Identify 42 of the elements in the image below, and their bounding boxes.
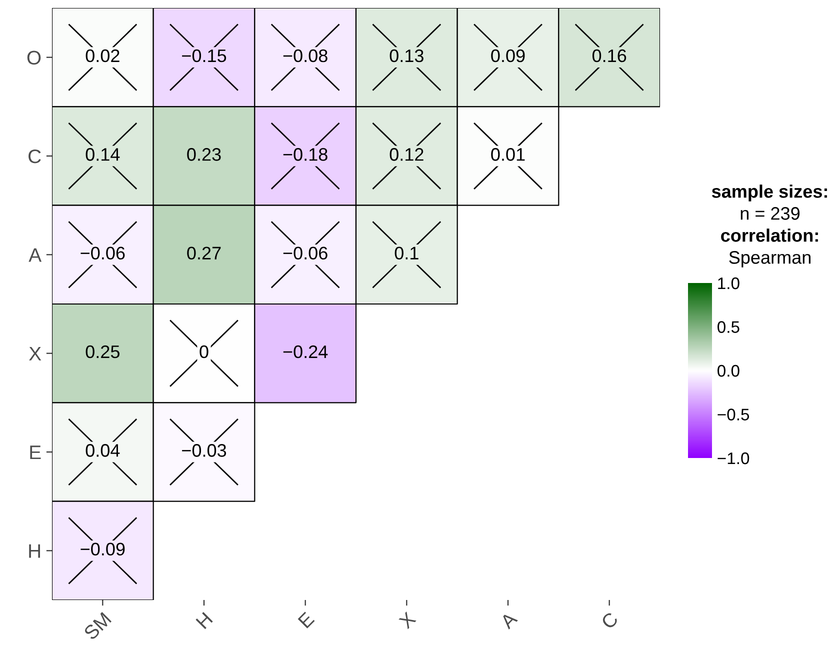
data-label: −0.18 [283, 148, 328, 161]
color-bar-label: 0.0 [718, 364, 740, 377]
y-tick-label: E [30, 446, 41, 460]
x-tick-label: C [600, 611, 619, 630]
text: sample sizes: [712, 184, 827, 202]
y-tick-label: X [29, 347, 42, 360]
data-label: −0.09 [80, 542, 125, 556]
color-bar-label: 0.5 [718, 321, 740, 333]
y-tick-label: A [28, 248, 42, 262]
text: correlation: [721, 228, 818, 242]
data-label: 0.25 [86, 345, 120, 358]
data-label: −0.24 [283, 345, 328, 358]
data-label: 0 [200, 345, 208, 358]
x-tick-label: A [499, 610, 518, 630]
text: Spearman [729, 251, 810, 268]
data-label: 0.14 [86, 148, 120, 161]
x-tick-label: SM [83, 612, 112, 641]
data-label: −0.06 [283, 246, 328, 260]
x-tick-label: H [196, 612, 213, 630]
data-label: −0.15 [182, 49, 226, 62]
color-bar-label: 1.0 [718, 277, 740, 290]
y-tick-label: O [27, 50, 41, 65]
x-tick-label: E [298, 612, 315, 628]
data-label: 0.12 [390, 148, 424, 161]
text: n = 239 [740, 207, 800, 220]
color-bar-label: −1.0 [718, 452, 750, 464]
data-label: 0.01 [491, 148, 525, 161]
data-label: 0.16 [592, 49, 626, 62]
x-tick-label: X [398, 611, 416, 630]
data-label: 0.04 [86, 444, 120, 457]
data-label: 0.13 [390, 49, 424, 62]
color-bar-label: −0.5 [718, 408, 750, 420]
data-label: 0.09 [491, 49, 525, 62]
data-label: 0.27 [187, 246, 221, 260]
data-label: −0.08 [283, 49, 328, 62]
data-label: −0.03 [182, 444, 226, 457]
data-label: 0.23 [187, 148, 221, 161]
y-tick-label: H [29, 544, 40, 558]
data-label: 0.1 [394, 246, 418, 260]
data-label: 0.02 [86, 49, 120, 62]
data-label: −0.06 [80, 246, 125, 260]
y-tick-label: C [28, 149, 41, 164]
